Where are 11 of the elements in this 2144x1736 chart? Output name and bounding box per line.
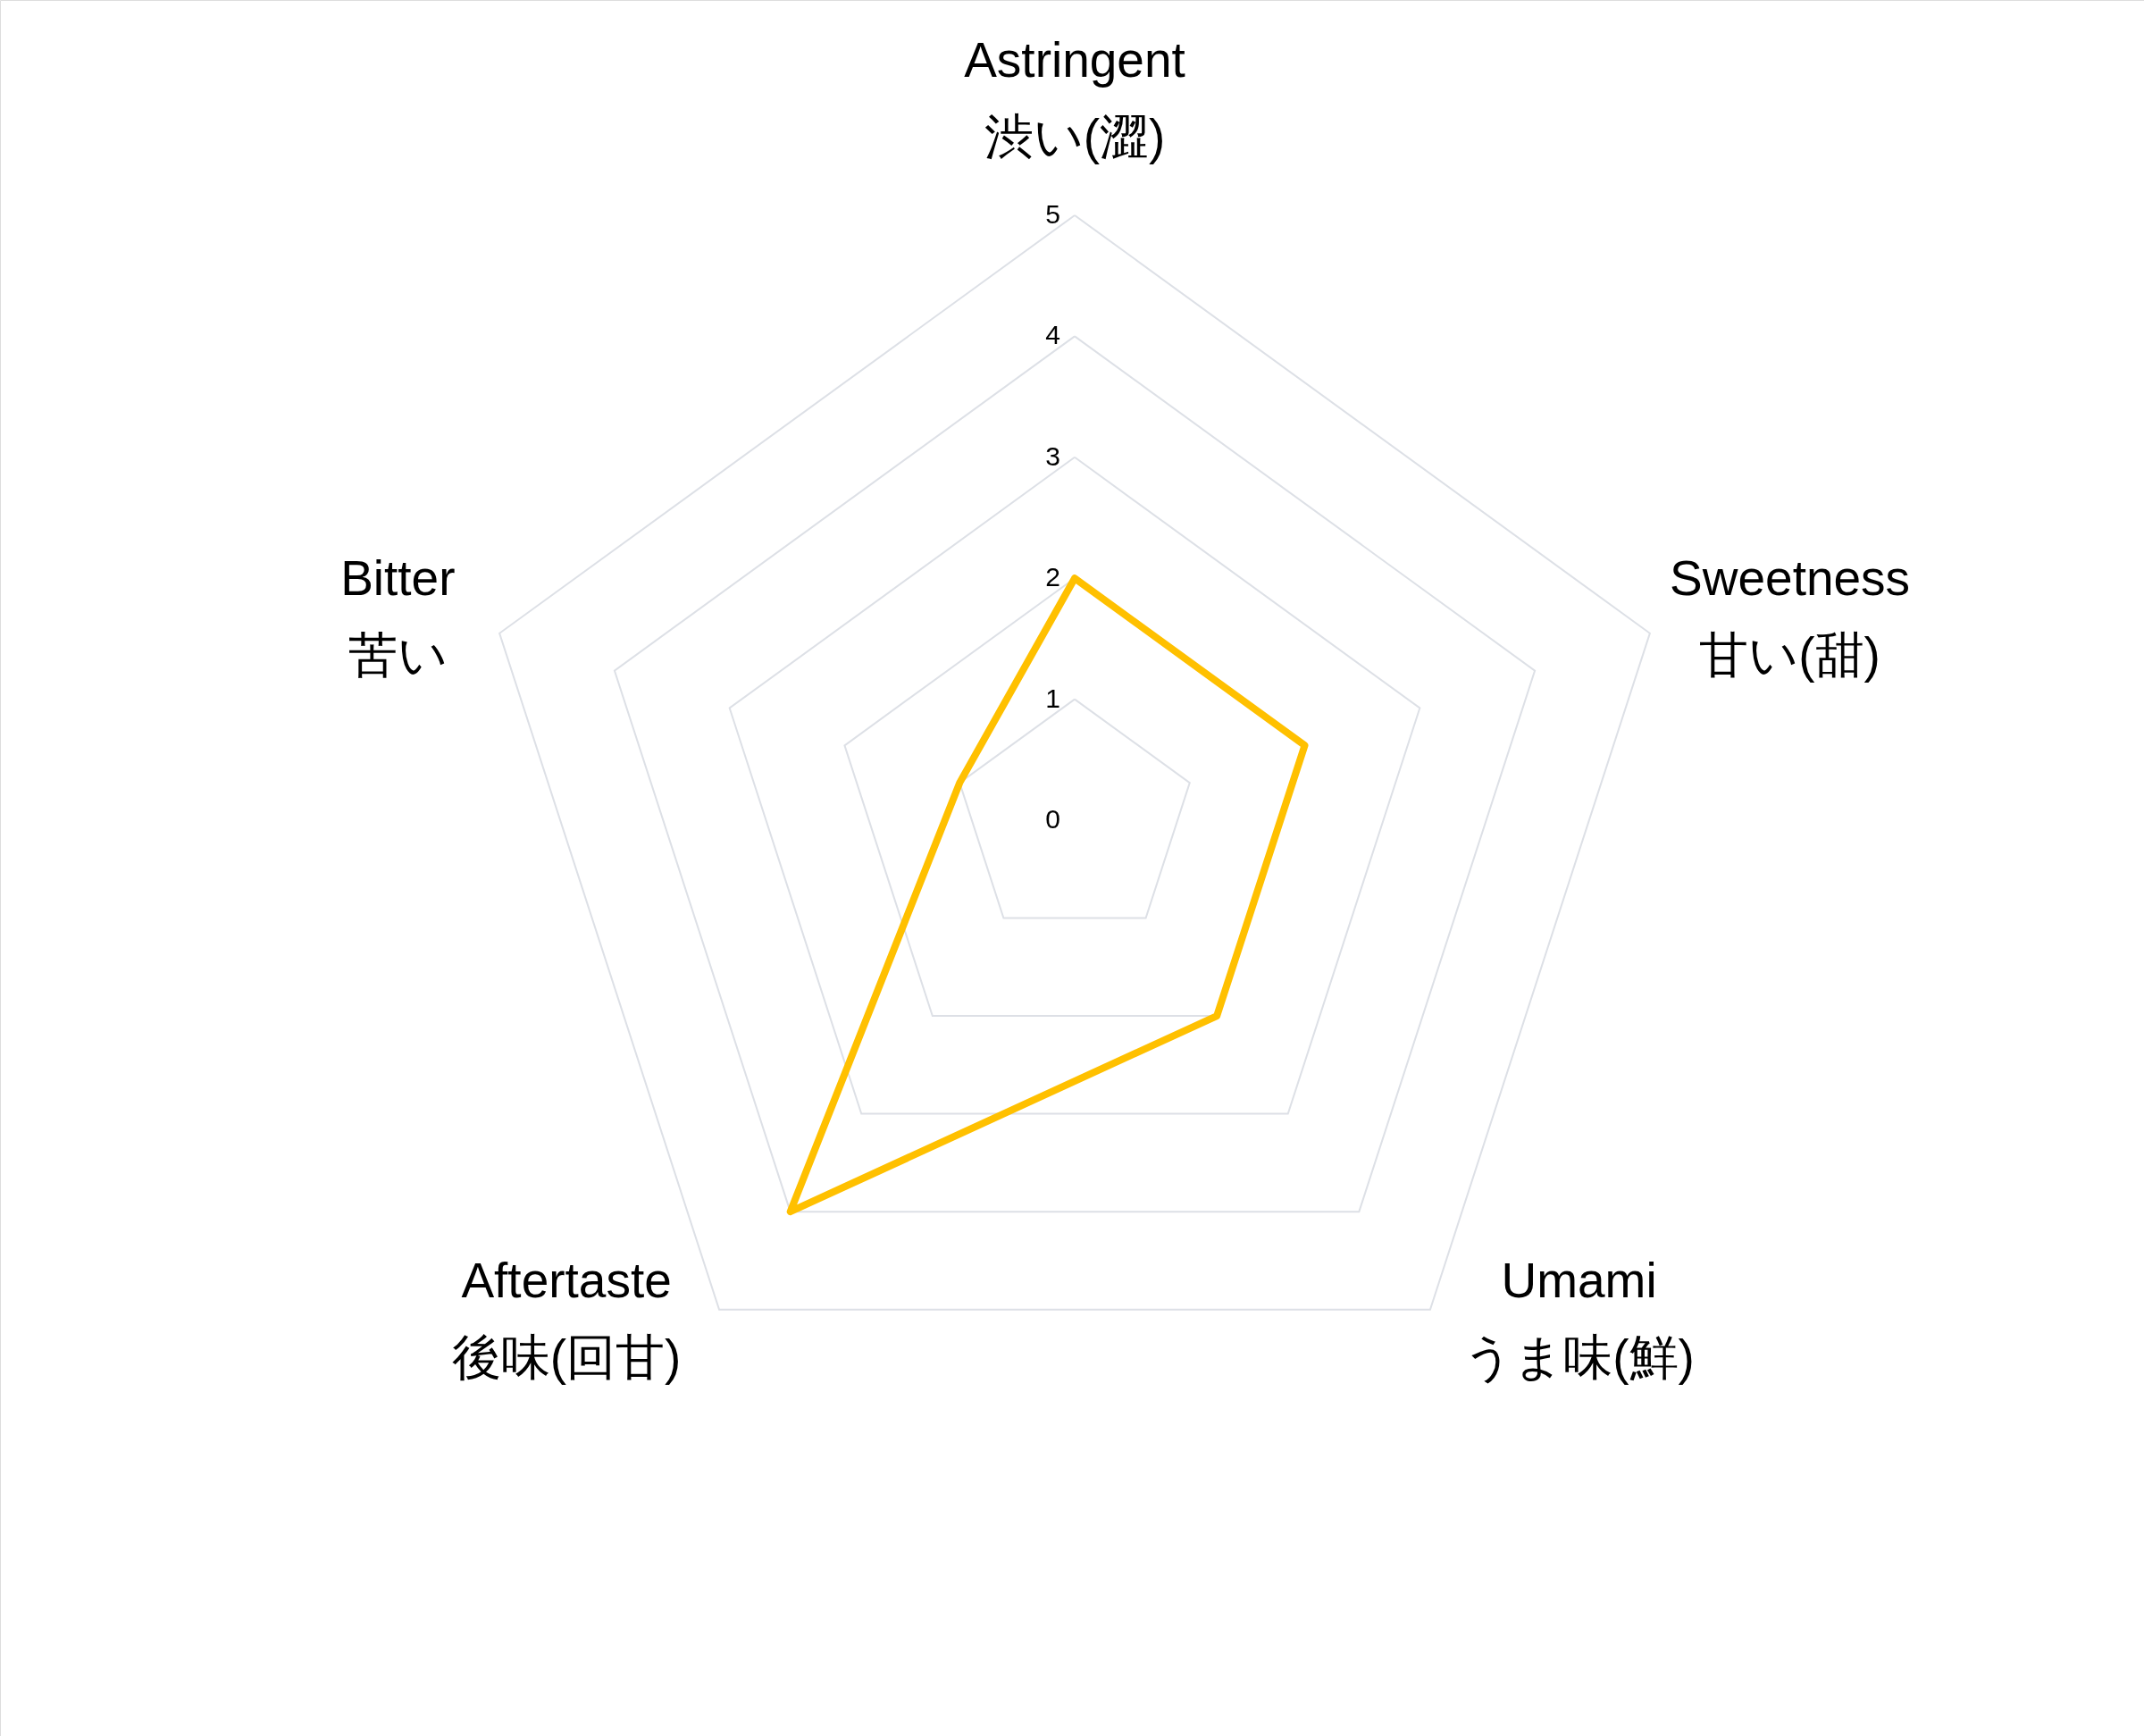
spoke-label: Umami うま味(鮮) (1463, 1252, 1695, 1385)
spoke-label: Bitter 苦い (340, 549, 456, 683)
spoke-label: Astringent 渋い(澀) (964, 32, 1185, 164)
y-tick-label: 1 (1045, 683, 1060, 713)
y-tick-label: 4 (1045, 320, 1060, 350)
y-tick-label: 3 (1045, 440, 1060, 471)
spoke-label: Aftertaste 後味(回甘) (451, 1252, 682, 1385)
spoke-label: Sweetness 甘い(甜) (1670, 549, 1911, 683)
y-tick-label: 0 (1045, 804, 1060, 834)
y-tick-label: 2 (1045, 562, 1060, 592)
y-tick-label: 5 (1045, 199, 1060, 229)
